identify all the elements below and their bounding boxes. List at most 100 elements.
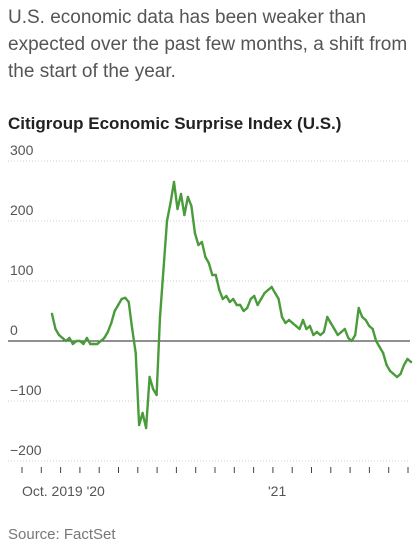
data-point (117, 303, 120, 307)
data-point (193, 231, 197, 235)
data-point (246, 306, 249, 310)
data-point (385, 363, 388, 367)
data-point (158, 315, 162, 319)
data-point (378, 345, 381, 349)
data-point (259, 297, 263, 301)
data-point (406, 357, 409, 361)
data-point (151, 387, 155, 391)
data-point (336, 333, 339, 337)
series-line (50, 180, 413, 430)
subhead: U.S. economic data has been weaker than … (8, 7, 408, 82)
data-point (78, 339, 82, 343)
data-point (280, 315, 284, 319)
data-point (343, 327, 346, 331)
data-point (214, 273, 217, 277)
data-point (186, 195, 190, 199)
data-point (197, 243, 200, 247)
data-point (68, 336, 71, 340)
source-note: Source: FactSet (8, 526, 116, 543)
y-tick-label: 300 (10, 142, 34, 158)
data-point (137, 423, 141, 427)
data-point (225, 294, 228, 298)
data-point (388, 369, 392, 373)
y-tick-label: 0 (10, 322, 18, 338)
data-point (169, 201, 172, 205)
data-point (176, 207, 179, 211)
data-point (75, 339, 78, 343)
data-point (235, 303, 238, 307)
data-point (333, 327, 336, 331)
data-point (381, 351, 385, 355)
data-point (326, 315, 329, 319)
data-point (124, 296, 127, 299)
data-point (392, 372, 395, 376)
chart-title: Citigroup Economic Surprise Index (U.S.) (8, 114, 342, 133)
data-point (127, 300, 130, 304)
data-point (165, 219, 169, 223)
data-point (263, 291, 266, 295)
data-point (402, 363, 406, 367)
data-point (200, 240, 204, 244)
data-point (329, 321, 332, 325)
data-point (242, 309, 245, 313)
data-point (312, 333, 315, 337)
data-point (207, 261, 210, 265)
data-point (172, 180, 176, 184)
data-point (364, 318, 367, 322)
data-point (228, 300, 231, 304)
data-point (368, 324, 371, 328)
data-point (64, 339, 68, 343)
data-point (82, 342, 85, 346)
data-point (211, 273, 214, 277)
y-tick-label: 100 (10, 262, 34, 278)
data-point (249, 297, 252, 301)
data-point (92, 342, 96, 346)
data-point (190, 204, 193, 208)
data-point (85, 336, 89, 340)
data-point (50, 312, 54, 316)
data-point (253, 294, 256, 298)
data-point (294, 324, 298, 328)
data-point (89, 342, 92, 346)
data-point (148, 375, 151, 379)
x-tick-label: '21 (268, 483, 286, 499)
data-point (319, 333, 322, 337)
data-point (284, 321, 287, 325)
data-point (183, 213, 186, 217)
data-point (354, 333, 357, 337)
data-point (179, 192, 183, 196)
data-point (204, 255, 207, 259)
data-point (131, 327, 134, 331)
data-point (110, 321, 113, 325)
data-point (399, 372, 402, 376)
data-point (61, 336, 64, 340)
data-point (232, 297, 235, 301)
data-point (287, 318, 291, 322)
data-point (409, 360, 413, 364)
data-point (106, 330, 110, 334)
data-point (71, 342, 75, 346)
data-point (340, 330, 343, 334)
data-point (266, 288, 270, 292)
data-point (113, 309, 116, 313)
x-tick-label: Oct. 2019 '20 (22, 483, 105, 499)
data-point (371, 327, 374, 331)
y-tick-label: −100 (10, 382, 42, 398)
data-point (357, 306, 360, 310)
data-point (239, 303, 242, 307)
data-point (144, 426, 148, 430)
data-point (141, 411, 144, 415)
data-point (291, 321, 294, 325)
data-point (361, 315, 364, 319)
data-point (308, 324, 312, 328)
y-tick-label: −200 (10, 442, 42, 458)
data-point (322, 330, 326, 334)
data-point (57, 333, 61, 337)
data-point (395, 375, 399, 379)
data-point (315, 330, 319, 334)
data-point (270, 285, 273, 289)
data-point (301, 318, 305, 322)
data-point (155, 393, 158, 397)
data-point (134, 351, 137, 355)
data-point (162, 267, 165, 271)
